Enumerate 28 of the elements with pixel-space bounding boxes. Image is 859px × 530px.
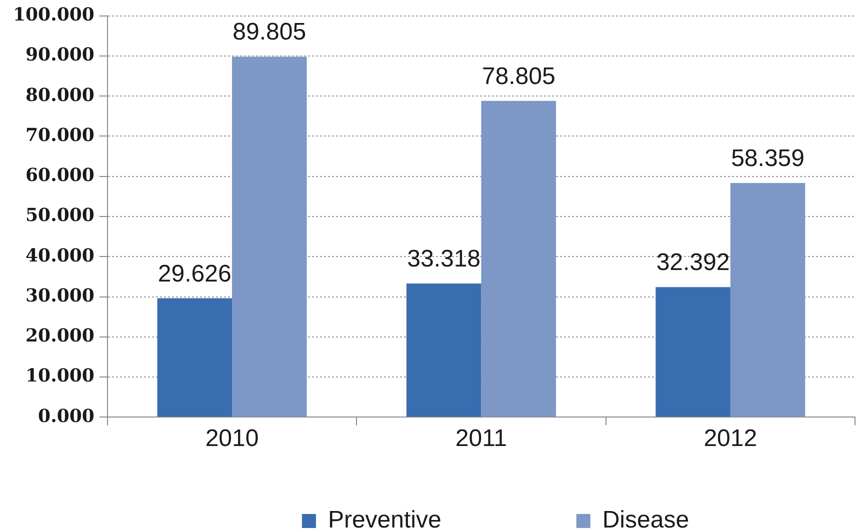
y-tick-label: 90.000 (26, 44, 94, 66)
x-tick-label: 2012 (704, 425, 758, 452)
y-tick-label: 30.000 (26, 285, 94, 306)
y-tick-label: 40.000 (26, 245, 94, 266)
bar (232, 56, 307, 417)
data-label: 32.392 (656, 249, 730, 276)
data-label: 78.805 (482, 62, 556, 90)
x-tick-label: 2011 (455, 425, 508, 452)
y-tick-label: 70.000 (26, 124, 94, 146)
data-label: 58.359 (731, 144, 804, 172)
y-tick-label: 100.000 (12, 4, 94, 26)
y-tick-label: 80.000 (26, 84, 94, 106)
bar (481, 100, 556, 417)
legend-label: Disease (602, 506, 690, 530)
data-label: 89.805 (232, 18, 306, 46)
y-tick-label: 20.000 (26, 326, 94, 347)
y-tick-label: 0.000 (38, 406, 94, 427)
x-tick-label: 2010 (205, 425, 259, 452)
data-label: 29.626 (158, 260, 232, 288)
legend-label: Preventive (328, 506, 442, 530)
y-tick-label: 50.000 (26, 205, 94, 226)
y-tick-label: 60.000 (26, 165, 94, 186)
y-tick-label: 10.000 (26, 366, 94, 387)
bar (157, 298, 232, 417)
bar (656, 287, 730, 417)
bar (730, 182, 806, 417)
bar (406, 283, 482, 417)
data-label: 33.318 (407, 245, 481, 272)
